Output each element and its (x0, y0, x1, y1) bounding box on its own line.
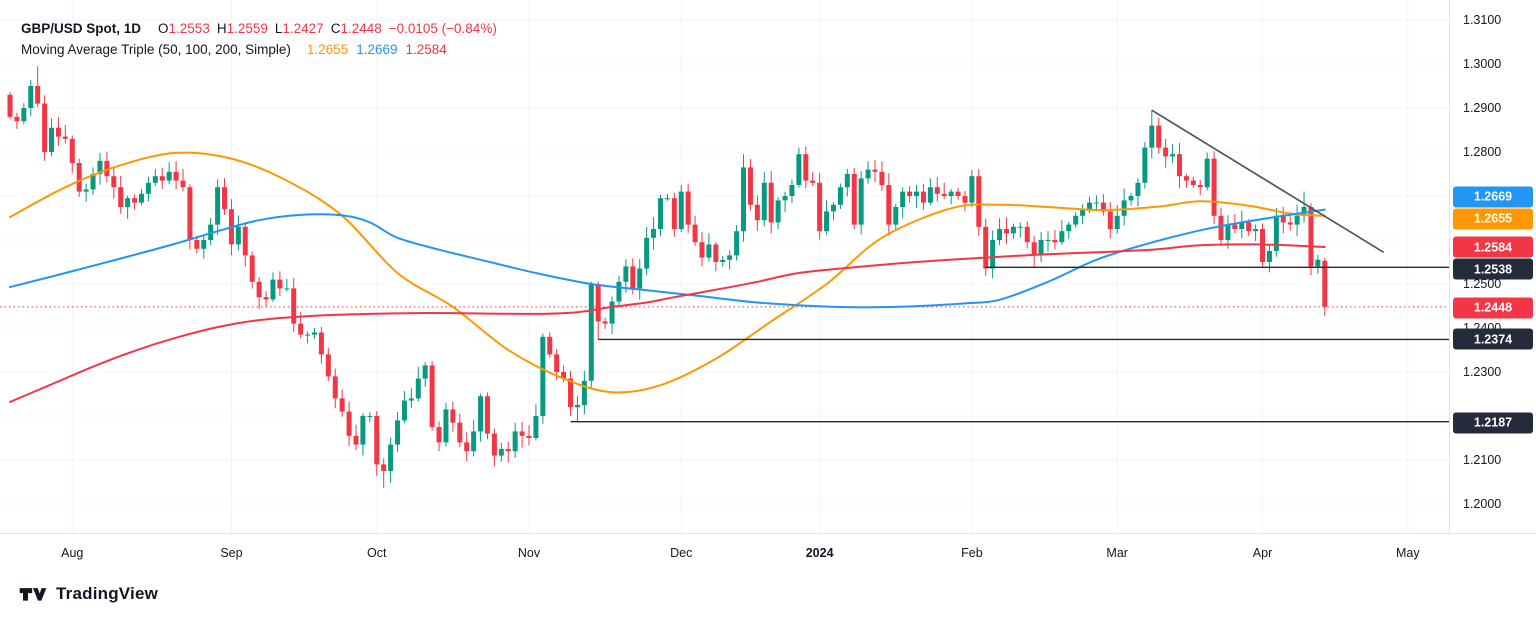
price-badge: 1.2669 (1453, 186, 1533, 208)
chart-canvas[interactable] (0, 0, 1449, 533)
price-badge: 1.2374 (1453, 328, 1533, 350)
indicator-title: Moving Average Triple (50, 100, 200, Sim… (21, 42, 291, 57)
ma-line-sma-100[interactable] (9, 208, 1326, 309)
price-tick: 1.3100 (1463, 13, 1502, 27)
symbol-title: GBP/USD Spot, 1D (21, 21, 142, 36)
brand-name: TradingView (56, 584, 159, 603)
month-label-feb: Feb (961, 546, 983, 560)
month-label-dec: Dec (670, 546, 693, 560)
tradingview-glyph-icon (19, 588, 47, 601)
price-badge: 1.2538 (1453, 258, 1533, 280)
price-tick: 1.2300 (1463, 365, 1502, 379)
indicator-value: 1.2669 (356, 42, 398, 57)
month-label-aug: Aug (61, 546, 84, 560)
month-label-may: May (1396, 546, 1420, 560)
ohlc-value: 1.2553 (168, 21, 210, 36)
month-label-mar: Mar (1106, 546, 1128, 560)
price-badge: 1.2584 (1453, 236, 1533, 258)
month-label-2024: 2024 (805, 546, 834, 560)
month-label-oct: Oct (367, 546, 387, 560)
ohlc-key: O (158, 21, 169, 36)
indicator-values: 1.2655 1.2669 1.2584 (299, 42, 447, 57)
legend: GBP/USD Spot, 1D O1.2553 H1.2559 L1.2427 C1.… (21, 18, 497, 60)
ohlc-key: C (330, 21, 341, 36)
ohlc-value: 1.2427 (282, 21, 324, 36)
price-tick: 1.2800 (1463, 145, 1502, 159)
tradingview-logo[interactable]: TradingView (18, 584, 158, 604)
indicator-value: 1.2584 (405, 42, 447, 57)
ohlc-values: O1.2553 H1.2559 L1.2427 C1.2448 (151, 21, 382, 36)
price-axis[interactable]: 1.31001.30001.29001.28001.25001.24001.23… (1449, 0, 1536, 533)
month-label-sep: Sep (220, 546, 243, 560)
price-tick: 1.3000 (1463, 57, 1502, 71)
gridlines (0, 0, 1449, 533)
month-label-apr: Apr (1252, 546, 1273, 560)
time-axis[interactable]: Aug Sep Oct Nov Dec 2024 Feb Mar Apr May (0, 533, 1536, 572)
indicator-value: 1.2655 (306, 42, 349, 57)
price-badge: 1.2187 (1453, 412, 1533, 434)
ohlc-value: 1.2559 (226, 21, 268, 36)
price-tick: 1.2900 (1463, 101, 1502, 115)
price-tick: 1.2500 (1463, 277, 1502, 291)
price-tick: 1.2100 (1463, 453, 1502, 467)
change-value: −0.0105 (−0.84%) (388, 21, 497, 36)
ohlc-key: L (274, 21, 283, 36)
indicator-row[interactable]: Moving Average Triple (50, 100, 200, Sim… (21, 39, 497, 60)
ohlc-value: 1.2448 (340, 21, 382, 36)
ma-line-sma-200[interactable] (9, 243, 1326, 403)
price-badge: 1.2655 (1453, 208, 1533, 230)
price-badge: 1.2448 (1453, 297, 1533, 319)
month-label-nov: Nov (517, 546, 541, 560)
candles (7, 66, 1328, 488)
ma-line-sma-50[interactable] (9, 151, 1326, 394)
ohlc-key: H (216, 21, 227, 36)
descending-trendline[interactable] (1151, 109, 1385, 254)
price-tick: 1.2000 (1463, 497, 1502, 511)
symbol-row[interactable]: GBP/USD Spot, 1D O1.2553 H1.2559 L1.2427 C1.… (21, 18, 497, 39)
